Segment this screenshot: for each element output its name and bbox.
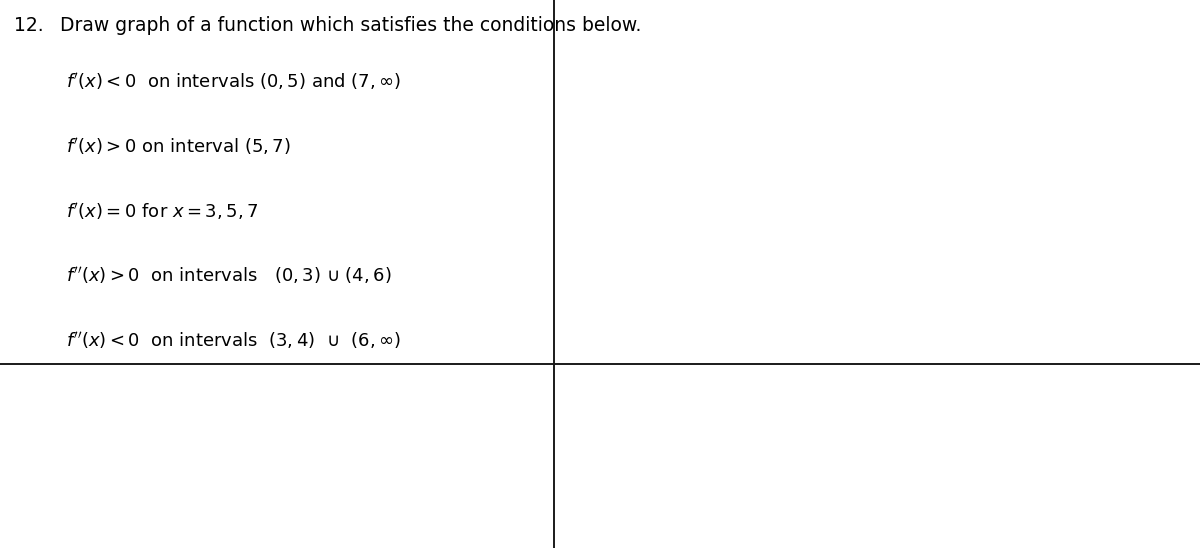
Text: $f''(x) < 0$  on intervals  $(3, 4)$  $\cup$  $(6, \infty)$: $f''(x) < 0$ on intervals $(3, 4)$ $\cup…	[66, 330, 401, 351]
Text: $f''(x) > 0$  on intervals   $(0, 3)$ $\cup$ $(4, 6)$: $f''(x) > 0$ on intervals $(0, 3)$ $\cup…	[66, 265, 391, 287]
Text: $f'(x) < 0$  on intervals $(0,5)$ and $(7, \infty)$: $f'(x) < 0$ on intervals $(0,5)$ and $(7…	[66, 71, 401, 93]
Text: $f'(x) = 0$ for $x = 3, 5, 7$: $f'(x) = 0$ for $x = 3, 5, 7$	[66, 201, 258, 222]
Text: 12.: 12.	[14, 16, 44, 36]
Text: $f'(x) > 0$ on interval $(5, 7)$: $f'(x) > 0$ on interval $(5, 7)$	[66, 136, 290, 157]
Text: Draw graph of a function which satisfies the conditions below.: Draw graph of a function which satisfies…	[60, 16, 641, 36]
